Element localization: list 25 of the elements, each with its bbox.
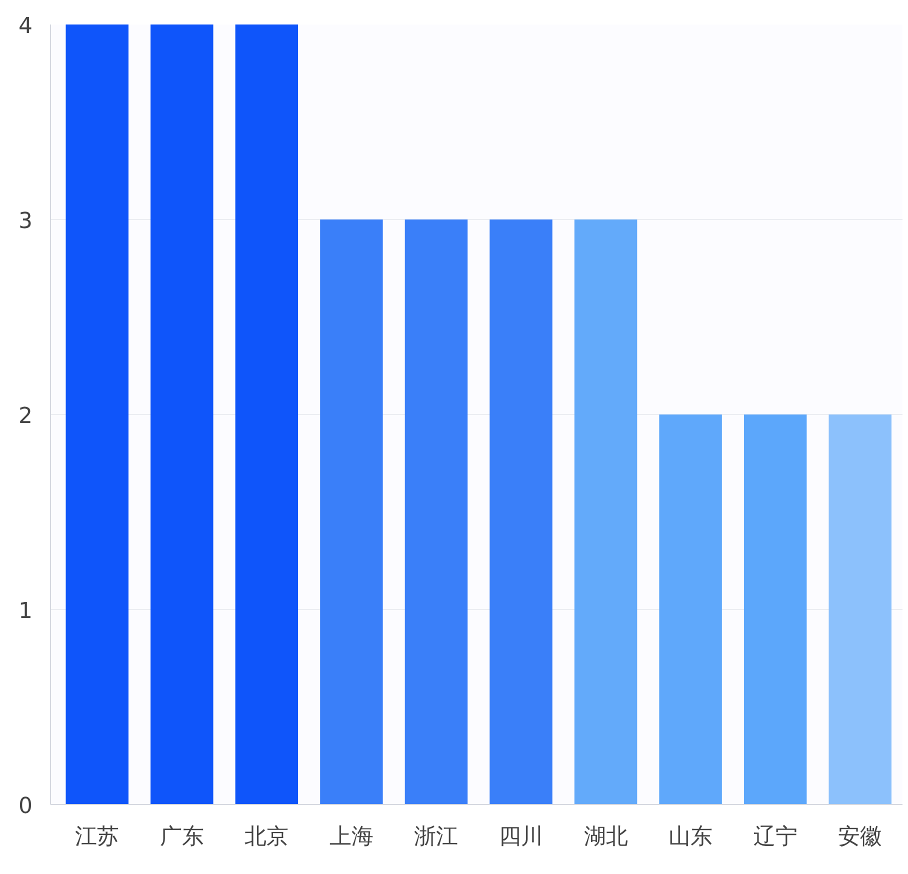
x-tick-label: 广东 (160, 824, 204, 850)
x-tick-label: 湖北 (584, 824, 628, 850)
x-tick-label: 四川 (499, 824, 544, 850)
bar (574, 220, 638, 804)
x-tick-label: 辽宁 (753, 824, 798, 850)
y-tick-label: 1 (18, 599, 33, 624)
bar (490, 220, 552, 804)
x-tick-label: 山东 (668, 824, 713, 850)
x-tick-label: 安徽 (838, 824, 882, 850)
x-tick-label: 上海 (329, 824, 374, 850)
bar (404, 220, 468, 804)
bar (320, 220, 383, 804)
y-tick-label: 3 (18, 209, 33, 234)
y-tick-label: 4 (18, 14, 33, 39)
x-tick-label: 江苏 (75, 824, 120, 850)
bar (744, 414, 807, 804)
bar (235, 24, 298, 804)
y-tick-label: 0 (18, 794, 33, 819)
bar (150, 24, 214, 804)
bar (659, 414, 722, 804)
x-tick-label: 浙江 (414, 824, 458, 850)
x-tick-label: 北京 (244, 824, 289, 850)
bar (828, 414, 892, 804)
y-tick-label: 2 (18, 404, 33, 429)
bar (66, 24, 128, 804)
